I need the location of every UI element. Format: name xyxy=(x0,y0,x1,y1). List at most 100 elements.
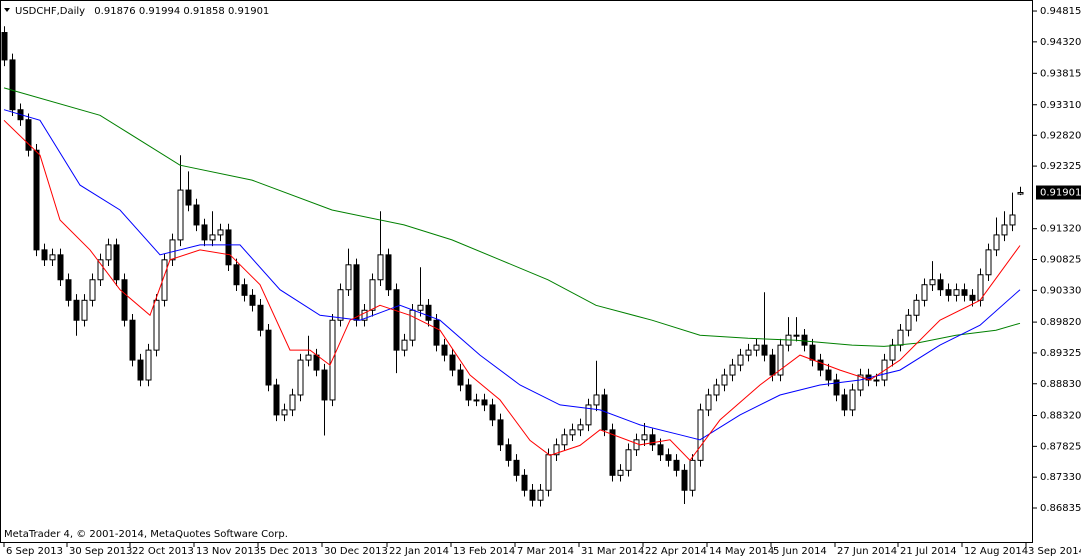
candle-body xyxy=(65,279,72,301)
x-tick-label: 7 Mar 2014 xyxy=(517,546,574,557)
candle-body xyxy=(1,32,8,61)
candle-body xyxy=(537,489,544,501)
candle-body xyxy=(593,394,600,406)
candle-body xyxy=(401,339,408,351)
candle-body xyxy=(521,474,528,491)
candle-body xyxy=(649,434,656,446)
y-tick-label: 0.86835 xyxy=(1040,503,1081,514)
x-tick-label: 5 Dec 2013 xyxy=(260,546,318,557)
candle-body xyxy=(809,344,816,361)
candle-body xyxy=(169,239,176,261)
candle-body xyxy=(481,399,488,406)
frame xyxy=(0,0,1033,543)
moving-average xyxy=(3,87,1021,347)
candle-body xyxy=(993,234,1000,251)
header: USDCHF,Daily 0.91876 0.91994 0.91858 0.9… xyxy=(15,6,269,17)
candle-body xyxy=(825,369,832,381)
candle-body xyxy=(129,319,136,361)
candle-body xyxy=(801,334,808,346)
candle-body xyxy=(873,379,880,382)
candle-body xyxy=(505,444,512,461)
price-label: 0.91901 xyxy=(1040,188,1081,199)
menu-arrow xyxy=(4,8,10,12)
candle-body xyxy=(889,344,896,361)
candle-body xyxy=(49,254,56,261)
copyright: MetaTrader 4, © 2001-2014, MetaQuotes So… xyxy=(4,529,288,540)
open-value: 0.91876 xyxy=(94,6,135,17)
candle-body xyxy=(337,289,344,321)
candle-body xyxy=(585,404,592,426)
candle-body xyxy=(1017,192,1024,195)
candle-body xyxy=(777,344,784,376)
x-tick-label: 6 Sep 2013 xyxy=(6,546,63,557)
candle-body xyxy=(897,329,904,346)
x-tick-label: 13 Nov 2013 xyxy=(196,546,260,557)
candle-body xyxy=(561,434,568,446)
candle-body xyxy=(241,284,248,296)
candle-body xyxy=(105,244,112,261)
candle-body xyxy=(377,254,384,281)
candle-body xyxy=(985,249,992,276)
close-value: 0.91901 xyxy=(228,6,269,17)
candle-body xyxy=(673,459,680,471)
y-tick-label: 0.89325 xyxy=(1040,348,1081,359)
candle-body xyxy=(513,459,520,476)
candle-body xyxy=(689,459,696,491)
x-tick-label: 3 Sep 2014 xyxy=(1028,546,1081,557)
candle-body xyxy=(289,394,296,411)
x-tick-label: 22 Jan 2014 xyxy=(389,546,449,557)
x-tick-label: 5 Jun 2014 xyxy=(773,546,827,557)
candle-body xyxy=(833,379,840,396)
candle-body xyxy=(841,394,848,411)
candle-body xyxy=(265,329,272,386)
candle-body xyxy=(257,304,264,331)
candle-body xyxy=(609,429,616,476)
candle-body xyxy=(145,349,152,381)
symbol: USDCHF,Daily xyxy=(15,6,85,17)
candle-body xyxy=(969,294,976,301)
candle-body xyxy=(297,359,304,396)
candle-body xyxy=(937,279,944,291)
candle-body xyxy=(577,424,584,431)
candle-body xyxy=(25,119,32,151)
y-tick-label: 0.93310 xyxy=(1040,100,1081,111)
candle-body xyxy=(489,404,496,421)
candle-body xyxy=(945,289,952,296)
moving-average xyxy=(3,109,1021,441)
candle-body xyxy=(753,344,760,351)
candle-body xyxy=(209,234,216,241)
y-tick-label: 0.92820 xyxy=(1040,130,1081,141)
candle-body xyxy=(457,369,464,386)
candle-body xyxy=(425,304,432,321)
y-tick-label: 0.87330 xyxy=(1040,472,1081,483)
candle-body xyxy=(193,204,200,226)
candle-body xyxy=(73,299,80,321)
candle-body xyxy=(913,299,920,316)
x-tick-label: 13 Feb 2014 xyxy=(453,546,515,557)
candle-body xyxy=(929,279,936,286)
candle-body xyxy=(113,244,120,281)
candle-body xyxy=(817,359,824,371)
candle-body xyxy=(233,264,240,286)
low-value: 0.91858 xyxy=(183,6,224,17)
candle-body xyxy=(385,254,392,291)
candle-body xyxy=(905,314,912,331)
x-tick-label: 14 May 2014 xyxy=(709,546,774,557)
y-tick-label: 0.91320 xyxy=(1040,224,1081,235)
y-tick-label: 0.94815 xyxy=(1040,6,1081,17)
plot-area xyxy=(1,26,1024,507)
candle-body xyxy=(761,344,768,356)
candle-body xyxy=(465,384,472,401)
candle-body xyxy=(97,259,104,281)
candle-body xyxy=(313,354,320,371)
candle-body xyxy=(497,419,504,446)
candle-body xyxy=(41,249,48,261)
candle-body xyxy=(665,454,672,461)
candle-body xyxy=(321,369,328,401)
candle-body xyxy=(417,304,424,311)
x-tick-label: 31 Mar 2014 xyxy=(581,546,644,557)
candle-body xyxy=(617,469,624,476)
candle-body xyxy=(9,59,16,111)
